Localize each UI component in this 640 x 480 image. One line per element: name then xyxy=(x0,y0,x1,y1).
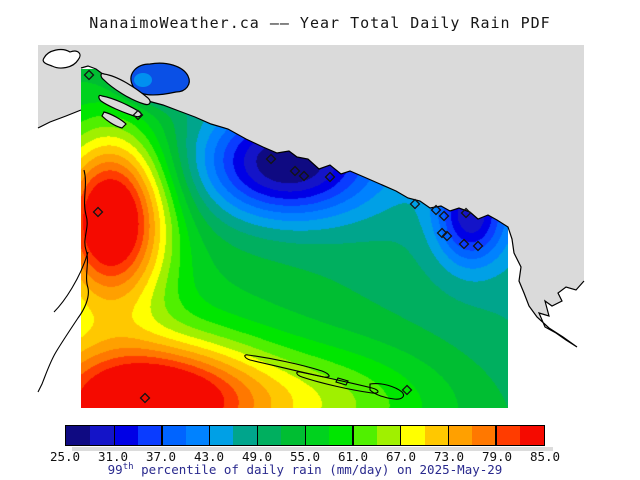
colorbar-cell xyxy=(400,426,425,445)
colorbar-separator xyxy=(352,426,354,445)
colorbar-separator xyxy=(256,426,259,445)
colorbar-cell xyxy=(520,426,545,445)
colorbar-cell xyxy=(209,426,234,445)
colorbar-cell xyxy=(496,426,521,445)
colorbar-cell xyxy=(424,426,449,445)
station-diamond-marker xyxy=(458,238,470,250)
texada-island xyxy=(100,72,151,106)
colorbar-separator xyxy=(399,426,402,445)
colorbar-tick-label: 67.0 xyxy=(385,449,417,464)
station-diamond-marker xyxy=(265,153,277,165)
colorbar-cell xyxy=(328,426,353,445)
station-diamond-marker xyxy=(139,392,151,404)
galiano-island-outline xyxy=(369,383,405,400)
caption-superscript: th xyxy=(122,462,134,472)
colorbar-cell xyxy=(472,426,497,445)
plot-title: NanaimoWeather.ca –– Year Total Daily Ra… xyxy=(89,14,551,32)
colorbar-tick-label: 55.0 xyxy=(289,449,321,464)
colorbar-cell xyxy=(233,426,258,445)
colorbar-separator xyxy=(304,426,306,445)
colorbar-cell xyxy=(281,426,306,445)
colorbar-tick-label: 25.0 xyxy=(49,449,81,464)
station-diamond-marker xyxy=(132,109,144,121)
station-markers xyxy=(83,69,484,404)
caption-base: 99 xyxy=(107,462,123,478)
station-diamond-marker xyxy=(289,165,301,177)
vancouver-island-coastline-2 xyxy=(53,251,89,313)
station-diamond-marker xyxy=(409,198,421,210)
colorbar-cell xyxy=(89,426,114,445)
colorbar-cell xyxy=(448,426,473,445)
small-island xyxy=(101,111,127,129)
colorbar-cell xyxy=(137,426,162,445)
mainland-landmass xyxy=(38,45,584,347)
colorbar xyxy=(65,425,545,446)
colorbar-tick-label: 43.0 xyxy=(193,449,225,464)
colorbar-cell xyxy=(305,426,329,445)
colorbar-tick-label: 49.0 xyxy=(241,449,273,464)
islet-outline xyxy=(335,377,349,386)
blue-inlet-light-patch xyxy=(134,73,152,87)
colorbar-separator xyxy=(161,426,163,445)
colorbar-cell xyxy=(352,426,377,445)
colorbar-tick-label: 31.0 xyxy=(97,449,129,464)
lake-inlet-shape xyxy=(42,48,81,69)
vancouver-island-coastline xyxy=(37,169,89,393)
colorbar-tick-label: 79.0 xyxy=(481,449,513,464)
station-diamond-marker xyxy=(83,69,95,81)
colorbar-separator xyxy=(113,426,116,445)
station-diamond-marker xyxy=(436,227,448,239)
colorbar-tick-label: 61.0 xyxy=(337,449,369,464)
mainland-coastline xyxy=(37,65,585,348)
colorbar-tick-label: 85.0 xyxy=(529,449,561,464)
valdes-island-outline xyxy=(296,371,379,394)
gabriola-island-outline xyxy=(244,354,330,378)
colorbar-shadow xyxy=(72,447,553,451)
caption-rest: percentile of daily rain (mm/day) on 202… xyxy=(133,462,503,478)
colorbar-cell xyxy=(66,426,90,445)
colorbar-cell xyxy=(257,426,282,445)
colorbar-cell xyxy=(185,426,210,445)
station-diamond-marker xyxy=(401,384,413,396)
colorbar-cell xyxy=(376,426,401,445)
colorbar-tick-label: 73.0 xyxy=(433,449,465,464)
colorbar-caption: 99th percentile of daily rain (mm/day) o… xyxy=(65,462,545,477)
station-diamond-marker xyxy=(324,171,336,183)
station-diamond-marker xyxy=(430,204,442,216)
station-diamond-marker xyxy=(460,207,472,219)
colorbar-cell xyxy=(161,426,186,445)
station-diamond-marker xyxy=(441,230,453,242)
colorbar-tick-label: 37.0 xyxy=(145,449,177,464)
colorbar-cell xyxy=(113,426,138,445)
station-diamond-marker xyxy=(472,240,484,252)
station-diamond-marker xyxy=(92,206,104,218)
station-diamond-marker xyxy=(298,170,310,182)
colorbar-separator xyxy=(209,426,211,445)
colorbar-separator xyxy=(447,426,449,445)
colorbar-separator xyxy=(495,426,497,445)
station-diamond-marker xyxy=(438,210,450,222)
